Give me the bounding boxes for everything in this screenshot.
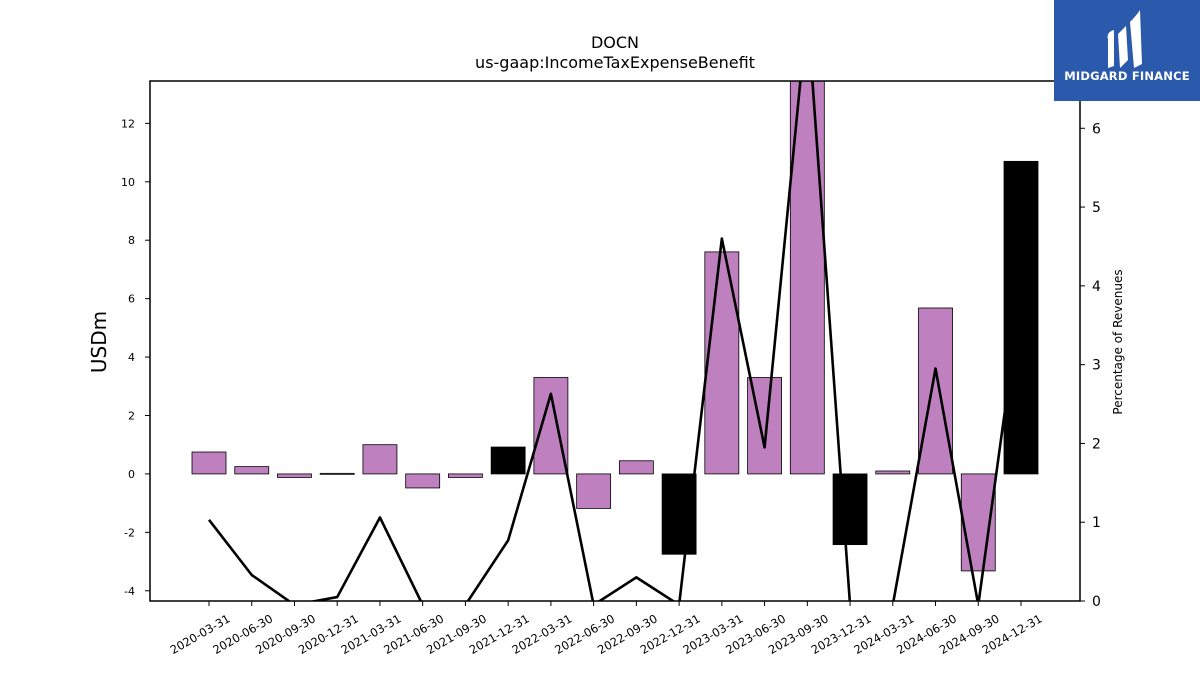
bar-2021-06-30 — [405, 473, 441, 489]
bar-2021-03-31 — [362, 444, 398, 475]
logo-text: MIDGARD FINANCE — [1064, 69, 1190, 83]
y-tick-label: 2 — [128, 409, 135, 422]
bar-2020-09-30 — [277, 473, 312, 478]
y-axis-label: USDm — [87, 311, 111, 373]
bar-2020-06-30 — [234, 466, 270, 475]
y2-tick-label: 4 — [1092, 279, 1101, 295]
y2-tick-label: 3 — [1092, 358, 1101, 374]
chart-title: DOCN — [591, 33, 639, 52]
y2-tick-label: 0 — [1092, 594, 1101, 610]
bar-2022-03-31 — [533, 377, 569, 475]
bar-2022-09-30 — [618, 460, 654, 475]
y-tick-label: 4 — [128, 351, 135, 364]
plot-content — [191, 81, 1039, 601]
chart-title-group: DOCN us-gaap:IncomeTaxExpenseBenefit — [475, 33, 755, 72]
bar-2024-06-30 — [918, 307, 953, 475]
y-tick-label: 0 — [128, 468, 135, 481]
y2-tick-label: 5 — [1092, 200, 1101, 216]
y-tick-label: -2 — [124, 526, 135, 539]
y-tick-label: 10 — [121, 176, 135, 189]
y-tick-label: 8 — [128, 234, 135, 247]
y2-tick-label: 2 — [1092, 436, 1101, 452]
y2-tick-label: 1 — [1092, 515, 1101, 531]
y-tick-label: 6 — [128, 293, 135, 306]
bar-2020-03-31 — [191, 451, 227, 475]
bar-2023-09-30 — [789, 81, 825, 475]
bar-2021-09-30 — [448, 473, 483, 478]
plot-area: -4-202468101201234562020-03-312020-06-30… — [121, 80, 1101, 657]
bar-2022-06-30 — [576, 473, 612, 509]
bar-2023-03-31 — [704, 251, 740, 475]
revenue-percentage-line — [207, 81, 1023, 601]
y-tick-label: -4 — [124, 585, 135, 598]
bar-2024-03-31 — [875, 470, 911, 475]
bar-2024-12-31 — [1003, 160, 1039, 475]
logo: MIDGARD FINANCE — [1054, 0, 1200, 101]
logo-mark-icon — [1107, 10, 1142, 68]
bar-2021-12-31 — [490, 446, 526, 475]
bar-2020-12-31 — [319, 472, 355, 475]
y2-axis-label: Percentage of Revenues — [1111, 269, 1125, 414]
y2-tick-label: 6 — [1092, 121, 1101, 137]
bar-2023-12-31 — [832, 473, 868, 546]
y-tick-label: 12 — [121, 117, 135, 130]
chart-subtitle: us-gaap:IncomeTaxExpenseBenefit — [475, 53, 755, 72]
plot-frame — [149, 80, 1081, 602]
